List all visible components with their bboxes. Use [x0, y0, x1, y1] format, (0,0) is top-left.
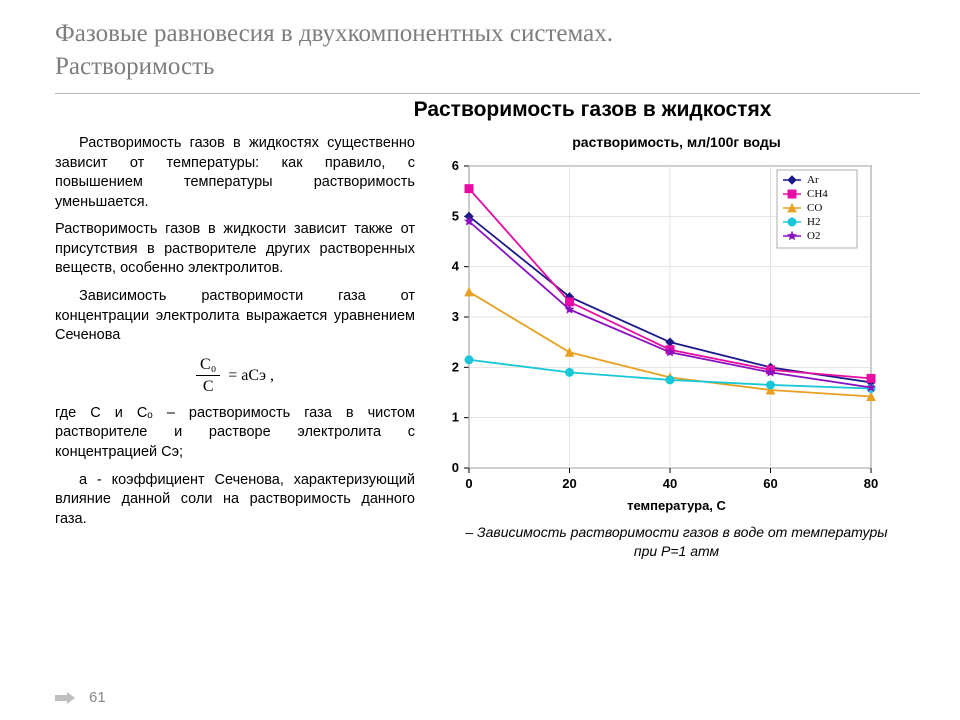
svg-text:5: 5 — [452, 208, 459, 223]
paragraph-5: a - коэффициент Сеченова, характеризующи… — [55, 471, 415, 530]
svg-text:3: 3 — [452, 309, 459, 324]
solubility-chart: 0123456020406080ArCH4COH2O2 — [425, 156, 885, 496]
svg-text:0: 0 — [465, 476, 472, 491]
svg-text:Ar: Ar — [807, 174, 819, 186]
svg-text:0: 0 — [452, 460, 459, 475]
paragraph-1: Растворимость газов в жидкостях существе… — [55, 134, 415, 212]
svg-text:40: 40 — [663, 476, 677, 491]
paragraph-2: Растворимость газов в жидкости зависит т… — [55, 220, 415, 279]
svg-text:O2: O2 — [807, 230, 820, 242]
next-arrow-icon — [55, 692, 75, 704]
chart-caption: – Зависимость растворимости газов в воде… — [463, 523, 890, 561]
paragraph-4: где C и Cₒ – растворимость газа в чистом… — [55, 404, 415, 463]
svg-text:1: 1 — [452, 410, 459, 425]
svg-text:80: 80 — [864, 476, 878, 491]
svg-text:4: 4 — [452, 259, 460, 274]
chart-column: растворимость, мл/100г воды 012345602040… — [433, 134, 920, 561]
subtitle: Растворимость газов в жидкостях — [265, 98, 920, 122]
sechenov-formula: C₀ C = aCэ , — [55, 354, 415, 398]
slide-title: Фазовые равновесия в двухкомпонентных си… — [55, 18, 920, 83]
chart-title: растворимость, мл/100г воды — [433, 134, 920, 150]
svg-text:H2: H2 — [807, 216, 820, 228]
x-axis-label: температура, С — [433, 498, 920, 513]
svg-text:2: 2 — [452, 359, 459, 374]
divider — [55, 93, 920, 94]
page-number: 61 — [89, 689, 106, 706]
footer: 61 — [55, 689, 106, 706]
svg-text:60: 60 — [763, 476, 777, 491]
svg-text:CO: CO — [807, 202, 822, 214]
svg-text:20: 20 — [562, 476, 576, 491]
paragraph-3: Зависимость растворимости газа от концен… — [55, 287, 415, 346]
svg-text:CH4: CH4 — [807, 188, 828, 200]
text-column: Растворимость газов в жидкостях существе… — [55, 134, 415, 561]
svg-text:6: 6 — [452, 158, 459, 173]
